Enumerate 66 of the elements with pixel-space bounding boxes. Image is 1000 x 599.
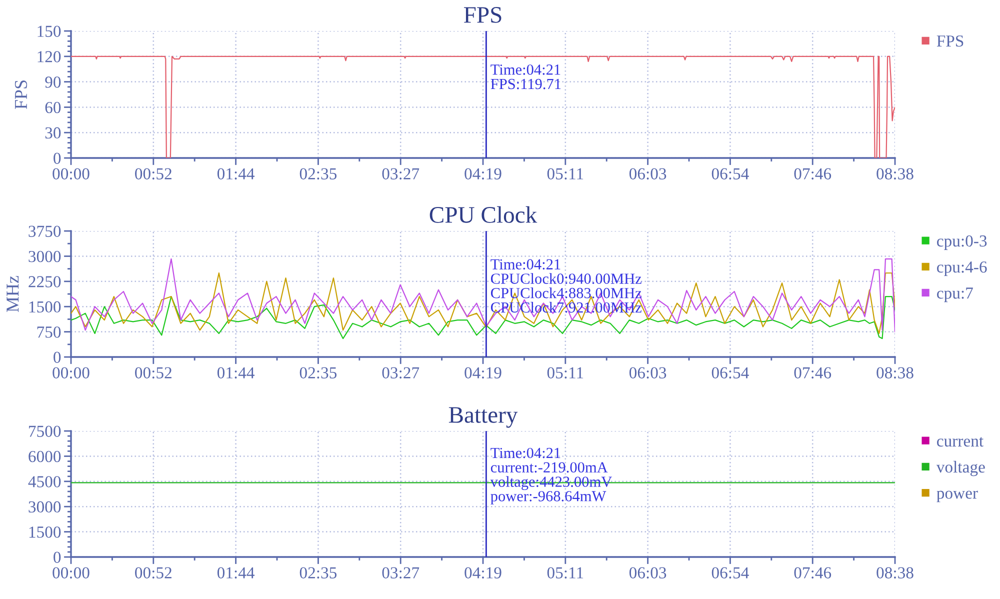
x-tick-label: 05:11 — [547, 168, 584, 180]
y-tick-label: 3000 — [28, 501, 61, 513]
y-tick-label: 6000 — [28, 450, 61, 462]
x-tick-label: 02:35 — [300, 567, 337, 579]
chart-title: CPU Clock — [430, 206, 538, 223]
x-tick-label: 00:00 — [52, 367, 90, 379]
x-tick-label: 01:44 — [217, 367, 255, 379]
legend-label: current — [937, 437, 984, 447]
y-tick-label: 1500 — [29, 526, 61, 538]
x-tick-label: 01:44 — [217, 168, 255, 180]
x-tick-label: 00:52 — [135, 567, 172, 579]
y-tick-label: 0 — [54, 152, 61, 164]
chart-title: Battery — [448, 407, 518, 428]
x-tick-label: 02:35 — [300, 367, 337, 379]
x-tick-label: 01:44 — [217, 567, 255, 579]
x-tick-label: 08:38 — [876, 168, 914, 180]
y-tick-label: 150 — [38, 26, 61, 37]
y-tick-label: 7500 — [29, 426, 61, 437]
y-tick-label: 3000 — [28, 250, 61, 262]
x-tick-label: 07:46 — [794, 367, 832, 379]
x-tick-label: 03:27 — [382, 168, 420, 180]
x-tick-label: 05:11 — [547, 567, 584, 579]
x-tick-label: 00:00 — [52, 567, 90, 579]
x-tick-label: 05:11 — [547, 367, 584, 379]
x-tick-label: 04:19 — [464, 567, 502, 579]
y-tick-label: 3750 — [28, 226, 61, 237]
x-tick-label: 06:03 — [629, 367, 666, 379]
x-tick-label: 00:00 — [52, 168, 90, 180]
chart-title: FPS — [464, 7, 502, 23]
y-axis-title: FPS — [14, 80, 28, 110]
annotation: Time:04:21 FPS:119.71 — [490, 64, 561, 90]
x-tick-label: 04:19 — [464, 168, 502, 180]
legend-label: power — [936, 490, 978, 502]
legend-label: cpu:4-6 — [937, 261, 987, 276]
y-tick-label: 30 — [45, 127, 61, 139]
legend-label: voltage — [936, 460, 985, 476]
x-tick-label: 06:03 — [629, 168, 666, 180]
x-tick-label: 06:54 — [712, 367, 749, 379]
x-tick-label: 06:54 — [712, 567, 749, 579]
y-tick-label: 0 — [54, 552, 61, 563]
line-series — [71, 272, 895, 334]
x-tick-label: 03:27 — [382, 367, 420, 379]
y-tick-label: 0 — [54, 352, 61, 363]
x-tick-label: 03:27 — [382, 567, 420, 579]
legend-label: FPS — [936, 35, 964, 47]
y-tick-label: 120 — [38, 51, 61, 62]
x-tick-label: 02:35 — [300, 168, 337, 180]
x-tick-label: 08:38 — [876, 367, 914, 379]
y-tick-label: 2250 — [28, 276, 61, 288]
x-tick-label: 06:03 — [629, 567, 666, 579]
line-series — [71, 258, 895, 332]
y-tick-label: 750 — [37, 326, 61, 338]
x-tick-label: 07:46 — [794, 567, 832, 579]
x-tick-label: 04:19 — [464, 367, 502, 379]
x-tick-label: 06:54 — [712, 168, 749, 180]
x-tick-label: 00:52 — [135, 367, 172, 379]
y-tick-label: 4500 — [28, 476, 61, 488]
x-tick-label: 07:46 — [794, 168, 832, 180]
y-tick-label: 1500 — [29, 301, 61, 313]
legend-label: cpu:0-3 — [937, 235, 987, 250]
y-axis-title: MHz — [6, 276, 19, 312]
legend-label: cpu:7 — [937, 288, 973, 302]
x-tick-label: 00:52 — [135, 168, 172, 180]
y-tick-label: 60 — [45, 102, 61, 114]
x-tick-label: 08:38 — [876, 567, 914, 579]
y-tick-label: 90 — [45, 76, 61, 88]
